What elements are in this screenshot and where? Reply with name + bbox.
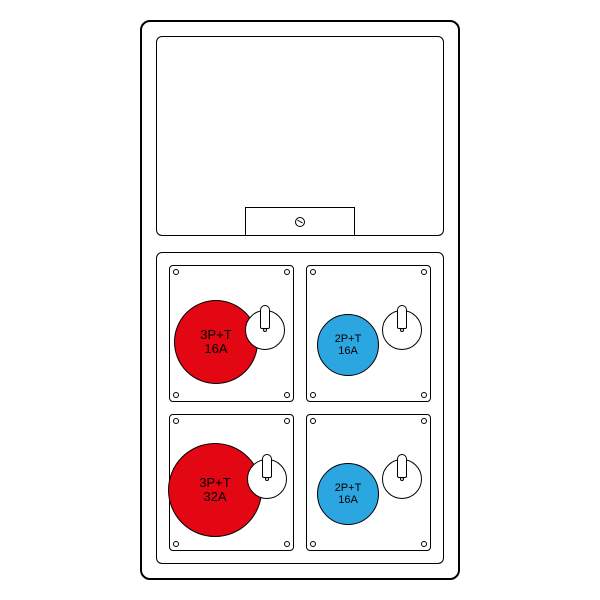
switch-handle-icon <box>260 305 270 329</box>
mounting-screw-icon <box>173 269 179 275</box>
plug-label: 2P+T 16A <box>335 333 362 357</box>
rotary-switch[interactable] <box>382 310 422 350</box>
mounting-screw-icon <box>284 269 290 275</box>
mounting-screw-icon <box>284 541 290 547</box>
switch-handle-icon <box>397 305 407 329</box>
mounting-screw-icon <box>310 541 316 547</box>
distribution-box: 3P+T 16A 2P+T 16A <box>140 20 460 580</box>
mounting-screw-icon <box>421 392 427 398</box>
mounting-screw-icon <box>173 541 179 547</box>
plug-3p-16a: 3P+T 16A <box>174 300 258 384</box>
mounting-screw-icon <box>284 392 290 398</box>
rotary-switch[interactable] <box>245 310 285 350</box>
mounting-screw-icon <box>284 418 290 424</box>
compartment-latch <box>245 207 355 235</box>
plug-label: 3P+T 16A <box>200 328 231 357</box>
switch-handle-icon <box>397 454 407 478</box>
rotary-switch[interactable] <box>382 459 422 499</box>
mounting-screw-icon <box>421 541 427 547</box>
socket-top-right: 2P+T 16A <box>306 265 431 402</box>
switch-axis-icon <box>400 477 404 481</box>
socket-bottom-left: 3P+T 32A <box>169 414 294 551</box>
latch-screw-icon <box>295 217 305 227</box>
switch-axis-icon <box>400 328 404 332</box>
plug-label: 2P+T 16A <box>335 482 362 506</box>
switch-handle-icon <box>262 454 272 478</box>
mounting-screw-icon <box>310 418 316 424</box>
mounting-screw-icon <box>421 269 427 275</box>
plug-2p-16a: 2P+T 16A <box>317 314 379 376</box>
mounting-screw-icon <box>173 418 179 424</box>
socket-bottom-right: 2P+T 16A <box>306 414 431 551</box>
mounting-screw-icon <box>421 418 427 424</box>
plug-label: 3P+T 32A <box>199 476 230 505</box>
socket-grid: 3P+T 16A 2P+T 16A <box>169 265 431 551</box>
switch-axis-icon <box>265 477 269 481</box>
plug-2p-16a: 2P+T 16A <box>317 463 379 525</box>
mounting-screw-icon <box>310 392 316 398</box>
socket-top-left: 3P+T 16A <box>169 265 294 402</box>
breaker-compartment <box>156 36 444 236</box>
mounting-screw-icon <box>310 269 316 275</box>
switch-axis-icon <box>263 328 267 332</box>
rotary-switch[interactable] <box>247 459 287 499</box>
plug-3p-32a: 3P+T 32A <box>168 443 262 537</box>
socket-compartment: 3P+T 16A 2P+T 16A <box>156 252 444 564</box>
mounting-screw-icon <box>173 392 179 398</box>
